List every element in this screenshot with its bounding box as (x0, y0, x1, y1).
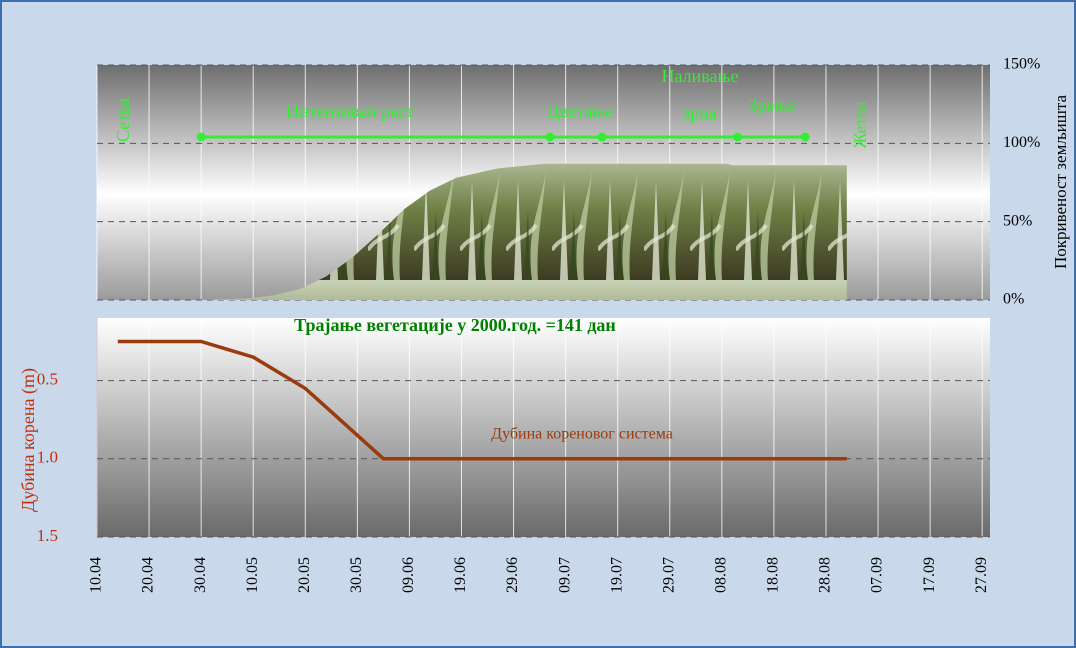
stage-marker (545, 132, 555, 142)
chart-title: Трајање вегетације у 2000.год. =141 дан (294, 315, 616, 335)
x-tick-label: 09.06 (400, 557, 417, 593)
x-tick-label: 10.04 (88, 557, 105, 593)
stage-marker (196, 132, 206, 142)
y-axis-label: Дубина корена (m) (18, 368, 39, 512)
x-tick-label: 30.04 (192, 557, 209, 593)
x-tick-label: 10.05 (244, 557, 261, 593)
x-tick-label: 27.09 (973, 557, 990, 593)
stage-label: Жетва (850, 101, 870, 148)
y-tick-label: 1.5 (37, 526, 58, 545)
stage-label: Интензиван раст (286, 101, 414, 121)
x-tick-label: 20.04 (140, 557, 157, 593)
stage-label: Сетва (113, 98, 133, 142)
x-tick-label: 17.09 (921, 557, 938, 593)
y2-tick-label: 150% (1003, 56, 1040, 73)
stage-marker (732, 132, 742, 142)
x-tick-label: 29.06 (504, 557, 521, 593)
x-tick-label: 09.07 (556, 557, 573, 593)
y-tick-label: 0.5 (37, 369, 58, 388)
x-tick-label: 18.08 (765, 557, 782, 593)
y2-axis-label: Покривеност земљишта (1051, 94, 1070, 269)
y-tick-label: 1.0 (37, 448, 58, 467)
x-tick-label: 08.08 (713, 557, 730, 593)
stage-label: Цветање (547, 101, 613, 121)
x-tick-label: 19.06 (452, 557, 469, 593)
stage-marker (597, 132, 607, 142)
series-label: Дубина кореновог система (491, 426, 673, 443)
x-tick-label: 19.07 (608, 557, 625, 593)
x-tick-label: 07.09 (869, 557, 886, 593)
stage-label: Зрење (748, 95, 795, 115)
stage-label: Наливање (661, 66, 738, 86)
y2-tick-label: 50% (1003, 212, 1032, 229)
x-tick-label: 20.05 (296, 557, 313, 593)
y2-tick-label: 0% (1003, 291, 1024, 308)
y2-tick-label: 100% (1003, 134, 1040, 151)
cover-area (201, 163, 847, 300)
x-tick-label: 29.07 (660, 557, 677, 593)
stage-marker (800, 132, 810, 142)
x-tick-label: 30.05 (348, 557, 365, 593)
x-tick-label: 28.08 (817, 557, 834, 593)
root-depth-line (117, 339, 847, 461)
stage-label: зрна (683, 103, 717, 123)
